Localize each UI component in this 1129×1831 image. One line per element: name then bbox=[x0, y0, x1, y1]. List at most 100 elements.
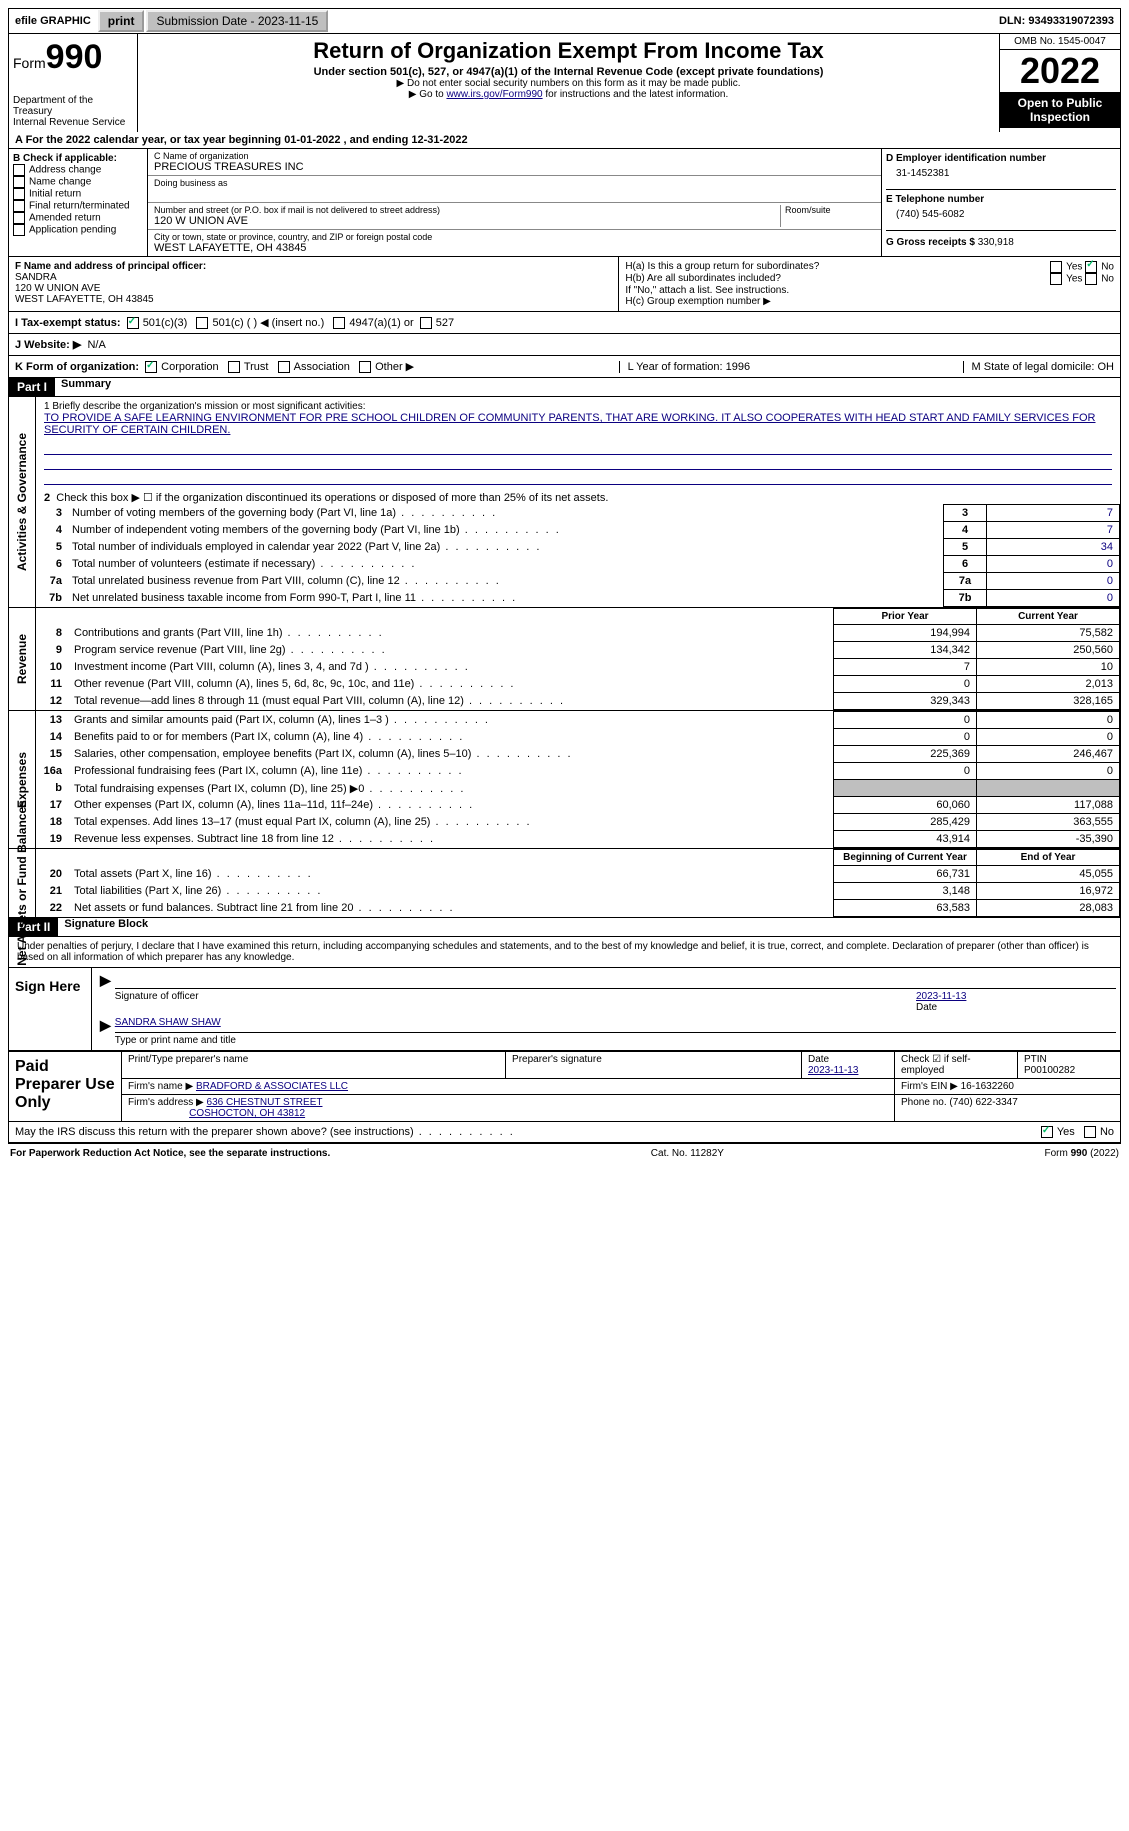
discuss-no: No bbox=[1100, 1126, 1114, 1138]
irs-link[interactable]: www.irs.gov/Form990 bbox=[446, 89, 542, 100]
cell-cy: 0 bbox=[977, 712, 1120, 729]
footer-left: For Paperwork Reduction Act Notice, see … bbox=[10, 1148, 330, 1159]
officer-name: SANDRA SHAW SHAW bbox=[115, 1017, 1116, 1028]
row-n: b bbox=[36, 780, 68, 797]
revenue-table: Prior Year Current Year 8 Contributions … bbox=[36, 608, 1120, 710]
e-tel: (740) 545-6082 bbox=[886, 205, 1116, 230]
row-text: Other expenses (Part IX, column (A), lin… bbox=[68, 797, 834, 814]
form-note1: ▶ Do not enter social security numbers o… bbox=[146, 78, 991, 89]
row-n: 15 bbox=[36, 746, 68, 763]
gov-val: 0 bbox=[987, 556, 1120, 573]
sig-date: 2023-11-13 bbox=[916, 991, 966, 1002]
c-dba-lbl: Doing business as bbox=[154, 178, 875, 188]
cell-py: 134,342 bbox=[834, 642, 977, 659]
line2: Check this box ▶ ☐ if the organization d… bbox=[56, 492, 608, 504]
arrow-icon: ▶ bbox=[96, 972, 115, 1013]
footer-right-pre: Form bbox=[1045, 1148, 1071, 1159]
hb-note: If "No," attach a list. See instructions… bbox=[625, 285, 1114, 296]
topbar: efile GRAPHIC print Submission Date - 20… bbox=[8, 8, 1121, 34]
cb-assoc[interactable] bbox=[278, 361, 290, 373]
expenses-table: 13 Grants and similar amounts paid (Part… bbox=[36, 711, 1120, 848]
col-h: H(a) Is this a group return for subordin… bbox=[618, 257, 1120, 311]
row-a: A For the 2022 calendar year, or tax yea… bbox=[8, 132, 1121, 149]
col-c: C Name of organization PRECIOUS TREASURE… bbox=[147, 149, 882, 256]
cb-hb-no[interactable] bbox=[1085, 273, 1097, 285]
prep-date: 2023-11-13 bbox=[808, 1065, 858, 1076]
row-n: 16a bbox=[36, 763, 68, 780]
side-gov: Activities & Governance bbox=[9, 397, 36, 607]
row-n: 20 bbox=[36, 866, 68, 883]
prep-h4: Check ☑ if self-employed bbox=[895, 1052, 1018, 1079]
l-year: L Year of formation: 1996 bbox=[619, 361, 759, 373]
gov-n: 3 bbox=[36, 505, 66, 522]
cb-discuss-no[interactable] bbox=[1084, 1126, 1096, 1138]
b-label: B Check if applicable: bbox=[13, 153, 143, 164]
gov-numcol: 7a bbox=[944, 573, 987, 590]
i-label: I Tax-exempt status: bbox=[15, 317, 121, 329]
st-527: 527 bbox=[436, 317, 454, 329]
f-name: SANDRA bbox=[15, 272, 612, 283]
section-revenue: Revenue Prior Year Current Year 8 Contri… bbox=[8, 608, 1121, 711]
side-net: Net Assets or Fund Balances bbox=[9, 849, 36, 917]
netassets-table: Beginning of Current Year End of Year 20… bbox=[36, 849, 1120, 917]
hdr-eoy: End of Year bbox=[977, 850, 1120, 866]
row-j-website: J Website: ▶ N/A bbox=[8, 334, 1121, 356]
irs-label: Internal Revenue Service bbox=[13, 117, 133, 128]
gov-val: 0 bbox=[987, 590, 1120, 607]
cb-discuss-yes[interactable] bbox=[1041, 1126, 1053, 1138]
cell-py: 0 bbox=[834, 712, 977, 729]
name-lbl: Type or print name and title bbox=[115, 1035, 236, 1046]
cb-corp[interactable] bbox=[145, 361, 157, 373]
row-n: 18 bbox=[36, 814, 68, 831]
cell-cy: 328,165 bbox=[977, 693, 1120, 710]
form-title: Return of Organization Exempt From Incom… bbox=[146, 38, 991, 64]
print-button[interactable]: print bbox=[98, 10, 145, 32]
cb-501c3[interactable] bbox=[127, 317, 139, 329]
preparer-block: Paid Preparer Use Only Print/Type prepar… bbox=[8, 1051, 1121, 1122]
cb-pending[interactable] bbox=[13, 224, 25, 236]
side-gov-text: Activities & Governance bbox=[15, 433, 29, 571]
block-fh: F Name and address of principal officer:… bbox=[8, 257, 1121, 312]
cb-initial[interactable] bbox=[13, 188, 25, 200]
side-rev-text: Revenue bbox=[15, 634, 29, 684]
footer: For Paperwork Reduction Act Notice, see … bbox=[8, 1143, 1121, 1163]
cb-final[interactable] bbox=[13, 200, 25, 212]
header-mid: Return of Organization Exempt From Incom… bbox=[138, 34, 999, 132]
row-n: 19 bbox=[36, 831, 68, 848]
firm-phone: (740) 622-3347 bbox=[949, 1097, 1017, 1108]
form-number: 990 bbox=[46, 38, 103, 76]
cb-501c[interactable] bbox=[196, 317, 208, 329]
hb-yes: Yes bbox=[1066, 274, 1082, 285]
opt-final: Final return/terminated bbox=[29, 201, 130, 212]
section-netassets: Net Assets or Fund Balances Beginning of… bbox=[8, 849, 1121, 918]
cb-other[interactable] bbox=[359, 361, 371, 373]
open-to-public: Open to Public Inspection bbox=[1000, 92, 1120, 128]
firm-ein-lbl: Firm's EIN ▶ bbox=[901, 1081, 958, 1092]
gov-text: Number of independent voting members of … bbox=[66, 522, 944, 539]
firm-phone-lbl: Phone no. bbox=[901, 1097, 947, 1108]
cb-ha-no[interactable] bbox=[1085, 261, 1097, 273]
cb-trust[interactable] bbox=[228, 361, 240, 373]
cell-py: 66,731 bbox=[834, 866, 977, 883]
row-n: 10 bbox=[36, 659, 68, 676]
cb-amended[interactable] bbox=[13, 212, 25, 224]
row-i-status: I Tax-exempt status: 501(c)(3) 501(c) ( … bbox=[8, 312, 1121, 334]
cb-4947[interactable] bbox=[333, 317, 345, 329]
mission-line3 bbox=[44, 470, 1112, 485]
cb-address-change[interactable] bbox=[13, 164, 25, 176]
cell-cy: 2,013 bbox=[977, 676, 1120, 693]
mission-lead: 1 Briefly describe the organization's mi… bbox=[44, 401, 1112, 412]
cb-hb-yes[interactable] bbox=[1050, 273, 1062, 285]
cb-name-change[interactable] bbox=[13, 176, 25, 188]
gov-n: 4 bbox=[36, 522, 66, 539]
cell-py: 3,148 bbox=[834, 883, 977, 900]
cell-py: 0 bbox=[834, 729, 977, 746]
footer-right: 990 bbox=[1071, 1148, 1088, 1159]
part2-bar: Part II Signature Block bbox=[8, 918, 1121, 937]
cell-py: 285,429 bbox=[834, 814, 977, 831]
cb-527[interactable] bbox=[420, 317, 432, 329]
cb-ha-yes[interactable] bbox=[1050, 261, 1062, 273]
row-text: Net assets or fund balances. Subtract li… bbox=[68, 900, 834, 917]
dln: DLN: 93493319072393 bbox=[999, 15, 1120, 27]
c-city: WEST LAFAYETTE, OH 43845 bbox=[154, 242, 875, 254]
